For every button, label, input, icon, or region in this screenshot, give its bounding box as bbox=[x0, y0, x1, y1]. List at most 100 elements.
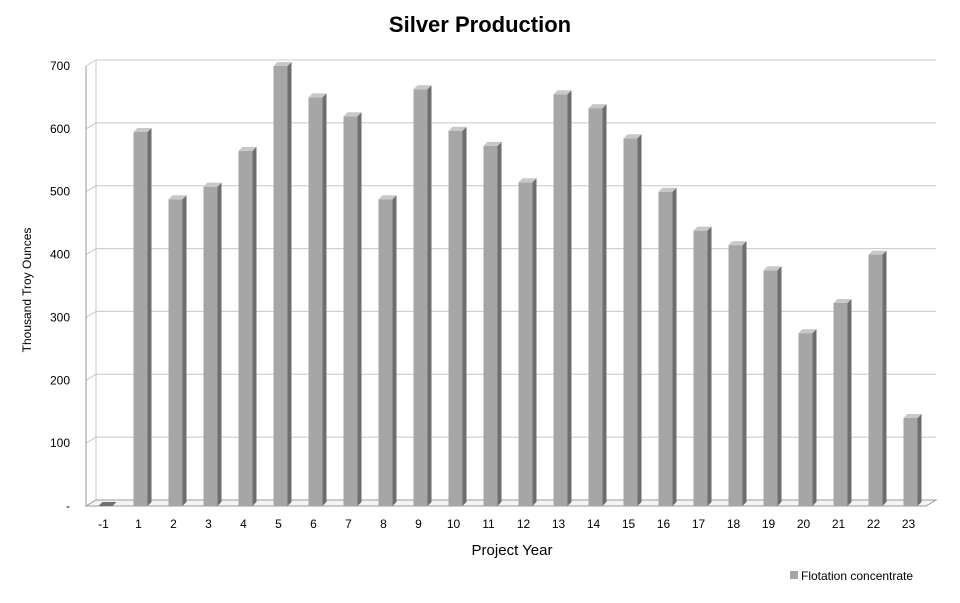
x-tick-label: 15 bbox=[622, 517, 636, 531]
bar-22 bbox=[868, 250, 887, 506]
bar-front bbox=[553, 94, 568, 507]
bar-front bbox=[833, 302, 848, 506]
bar-side bbox=[147, 128, 152, 506]
x-tick-label: 19 bbox=[762, 517, 776, 531]
bar-front bbox=[623, 138, 638, 507]
bar-21 bbox=[833, 298, 852, 506]
bar-side bbox=[392, 195, 397, 506]
x-tick-label: 1 bbox=[135, 517, 142, 531]
x-tick-label: 2 bbox=[170, 517, 177, 531]
x-tick-label: 16 bbox=[657, 517, 671, 531]
bar-front bbox=[588, 108, 603, 506]
bar-top bbox=[238, 146, 257, 151]
bar-top bbox=[798, 329, 817, 334]
legend-swatch bbox=[790, 571, 798, 579]
bar-side bbox=[287, 62, 292, 506]
x-tick-label: 8 bbox=[380, 517, 387, 531]
gridline-depth bbox=[85, 310, 97, 318]
axes bbox=[84, 60, 938, 507]
bar-1 bbox=[133, 128, 152, 506]
bar-top bbox=[518, 178, 537, 183]
bar-front bbox=[378, 199, 393, 506]
x-tick-label: 3 bbox=[205, 517, 212, 531]
bar-front bbox=[133, 132, 148, 506]
y-ticks: - 100 200 300 400 500 600 700 bbox=[50, 59, 70, 513]
bar-side bbox=[672, 187, 677, 506]
y-tick-label: 400 bbox=[50, 248, 70, 262]
gridline-depth bbox=[85, 122, 97, 130]
bar-front bbox=[343, 116, 358, 507]
bar-6 bbox=[308, 93, 327, 506]
bar-top bbox=[763, 266, 782, 271]
x-tick-label: 22 bbox=[867, 517, 881, 531]
bar-front bbox=[168, 199, 183, 506]
bar-14 bbox=[588, 104, 607, 506]
bar-13 bbox=[553, 90, 572, 507]
bar-top bbox=[903, 414, 922, 418]
bar-9 bbox=[413, 85, 432, 506]
bar-front bbox=[693, 230, 708, 506]
bar-side bbox=[777, 266, 782, 506]
bar-side bbox=[532, 178, 537, 507]
bar-front bbox=[308, 97, 323, 506]
bar-10 bbox=[448, 126, 467, 506]
bar-top bbox=[378, 195, 397, 200]
bar-top bbox=[833, 298, 852, 303]
bar-side bbox=[847, 298, 852, 506]
bar-top bbox=[483, 141, 502, 146]
bar-7 bbox=[343, 112, 362, 507]
bar-side bbox=[812, 329, 817, 506]
y-tick-label: 200 bbox=[50, 373, 70, 387]
bar-4 bbox=[238, 146, 257, 506]
bar-top bbox=[553, 90, 572, 95]
gridlines bbox=[85, 59, 936, 444]
bar-top bbox=[98, 502, 117, 506]
bar-side bbox=[602, 104, 607, 506]
bar-5 bbox=[273, 62, 292, 506]
x-tick-label: 11 bbox=[482, 517, 495, 531]
x-tick-label: 5 bbox=[275, 517, 282, 531]
x-tick-label: 9 bbox=[415, 517, 422, 531]
bars bbox=[98, 62, 922, 507]
legend-label: Flotation concentrate bbox=[801, 569, 913, 583]
y-axis-label: Thousand Troy Ounces bbox=[20, 228, 34, 353]
legend: Flotation concentrate bbox=[790, 569, 913, 583]
bar-3 bbox=[203, 182, 222, 506]
chart-title: Silver Production bbox=[389, 12, 571, 37]
y-tick-label: - bbox=[66, 499, 70, 513]
bar-side bbox=[707, 226, 712, 506]
bar-front bbox=[903, 418, 918, 506]
bar-front bbox=[413, 89, 428, 506]
x-tick-label: 18 bbox=[727, 517, 741, 531]
y-tick-label: 700 bbox=[50, 59, 70, 73]
bar-top bbox=[133, 128, 152, 132]
x-tick-label: 17 bbox=[692, 517, 706, 531]
bar-front bbox=[238, 150, 253, 506]
bar-top bbox=[588, 104, 607, 109]
bar-19 bbox=[763, 266, 782, 506]
bar--1 bbox=[98, 502, 117, 506]
bar-front bbox=[868, 254, 883, 506]
gridline-depth bbox=[85, 59, 97, 67]
bar-side bbox=[567, 90, 572, 507]
gridline-depth bbox=[85, 248, 97, 256]
x-tick-label: 20 bbox=[797, 517, 811, 531]
x-tick-label: -1 bbox=[98, 517, 109, 531]
x-tick-label: 4 bbox=[240, 517, 247, 531]
y-tick-label: 300 bbox=[50, 310, 70, 324]
bar-11 bbox=[483, 141, 502, 507]
x-tick-label: 23 bbox=[902, 517, 916, 531]
gridline-depth bbox=[85, 185, 97, 193]
x-tick-label: 12 bbox=[517, 517, 531, 531]
bar-top bbox=[448, 126, 467, 131]
bar-front bbox=[728, 245, 743, 506]
bar-side bbox=[917, 414, 922, 506]
bar-front bbox=[798, 333, 813, 506]
x-tick-label: 6 bbox=[310, 517, 317, 531]
bar-side bbox=[427, 85, 432, 506]
bar-side bbox=[322, 93, 327, 506]
bar-20 bbox=[798, 329, 817, 506]
bar-front bbox=[203, 186, 218, 506]
